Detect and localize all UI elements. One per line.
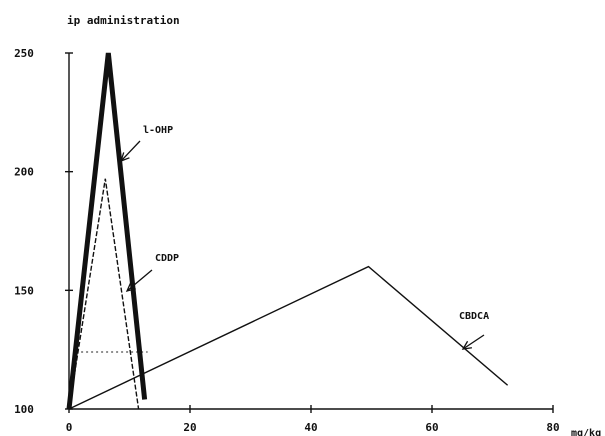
series-line-l-ohp — [66, 52, 148, 410]
x-tick-label: 80 — [546, 421, 559, 434]
y-tick-label: 150 — [14, 284, 34, 297]
x-tick-label: 60 — [425, 421, 438, 434]
chart-title: ip administration — [67, 14, 180, 27]
series-line-cbdca — [68, 265, 509, 410]
y-tick-label: 100 — [14, 403, 34, 416]
annotation-arrow-head — [461, 340, 473, 350]
y-tick-label: 200 — [14, 166, 34, 179]
x-tick-label: 40 — [304, 421, 317, 434]
annotation-label-cddp: CDDP — [155, 253, 179, 264]
x-tick-label: 0 — [66, 421, 73, 434]
annotation-label-l-ohp: l-OHP — [143, 125, 173, 136]
annotation-label-cbdca: CBDCA — [459, 311, 489, 322]
series-group — [66, 52, 509, 410]
x-axis-label: mg/kg — [571, 428, 601, 436]
annotation-arrow-shaft — [126, 269, 153, 292]
axes: 0 20 40 60 80 100 150 200 250 — [14, 47, 560, 434]
y-tick-label: 250 — [14, 47, 34, 60]
series-line-cddp — [68, 178, 140, 410]
annotation-arrow-head — [125, 282, 136, 292]
annotation-arrow-shaft — [462, 334, 485, 350]
x-tick-label: 20 — [183, 421, 196, 434]
annotation-arrow-shaft — [120, 140, 141, 162]
annotation-arrow-head — [119, 152, 130, 163]
annotations-group: l-OHP CDDP CBDCA — [119, 125, 489, 350]
